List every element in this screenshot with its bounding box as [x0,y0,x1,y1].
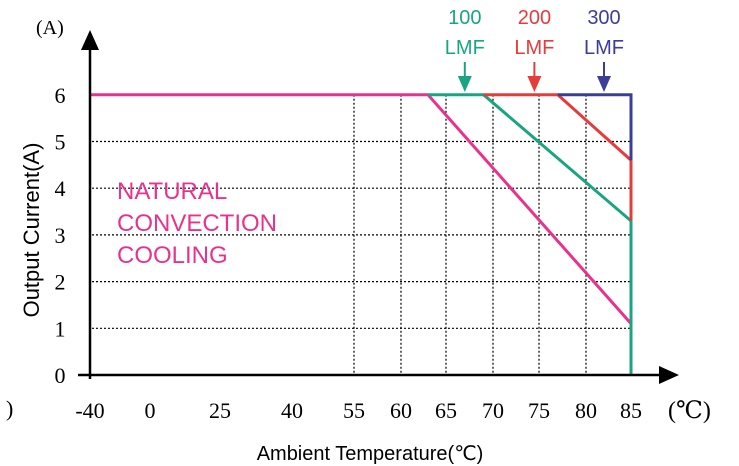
series-line [428,93,633,375]
lmf-annotation-value: 100 [448,7,481,29]
annotations: 100 LMF 200 LMF 300 LMF [445,7,624,92]
x-tick-label: 40 [281,398,303,423]
x-unit-label: (℃) [668,398,711,424]
stray-mark: ) [6,396,13,421]
y-tick-label: 1 [55,316,66,341]
series-group [90,93,633,375]
x-tick-label: 60 [390,398,412,423]
series-line [557,93,633,161]
y-tick-label: 3 [55,223,66,248]
x-tick-label: 0 [145,398,156,423]
axes [78,30,679,384]
lmf-arrow-head [527,76,542,92]
x-tick-label: 65 [435,398,457,423]
lmf-arrow-head [597,76,611,92]
region-label-line3: COOLING [117,242,228,269]
y-axis-arrowhead [81,30,99,50]
y-tick-label: 6 [55,83,66,108]
lmf-arrow-head [457,76,472,92]
x-tick-label: 70 [482,398,504,423]
x-tick-label: 75 [528,398,550,423]
y-axis-label: Output Current(A) [19,143,44,318]
region-label-line2: CONVECTION [117,210,277,237]
x-axis-arrowhead [659,366,679,384]
lmf-annotation-unit: LMF [445,37,485,59]
y-unit-label: (A) [36,17,64,39]
x-tick-label: 80 [575,398,597,423]
y-tick-label: 5 [55,130,66,155]
y-tick-label: 2 [55,270,66,295]
x-tick-label: 25 [209,398,231,423]
lmf-annotation-value: 200 [518,7,551,29]
lmf-annotation-value: 300 [587,7,620,29]
x-tick-label: 85 [620,398,642,423]
x-axis-label: Ambient Temperature(℃) [257,443,484,465]
lmf-annotation-unit: LMF [514,37,554,59]
x-tick-label: 55 [343,398,365,423]
series-line [483,93,633,221]
y-tick-label: 0 [55,363,66,388]
tick-labels: -40 0 25 40 55 60 65 70 75 80 85 0 1 2 3 4 5 6 [55,83,643,423]
y-tick-label: 4 [55,176,66,201]
lmf-annotation-unit: LMF [584,37,624,59]
x-tick-label: -40 [75,398,104,423]
region-label-line1: NATURAL [117,178,227,205]
